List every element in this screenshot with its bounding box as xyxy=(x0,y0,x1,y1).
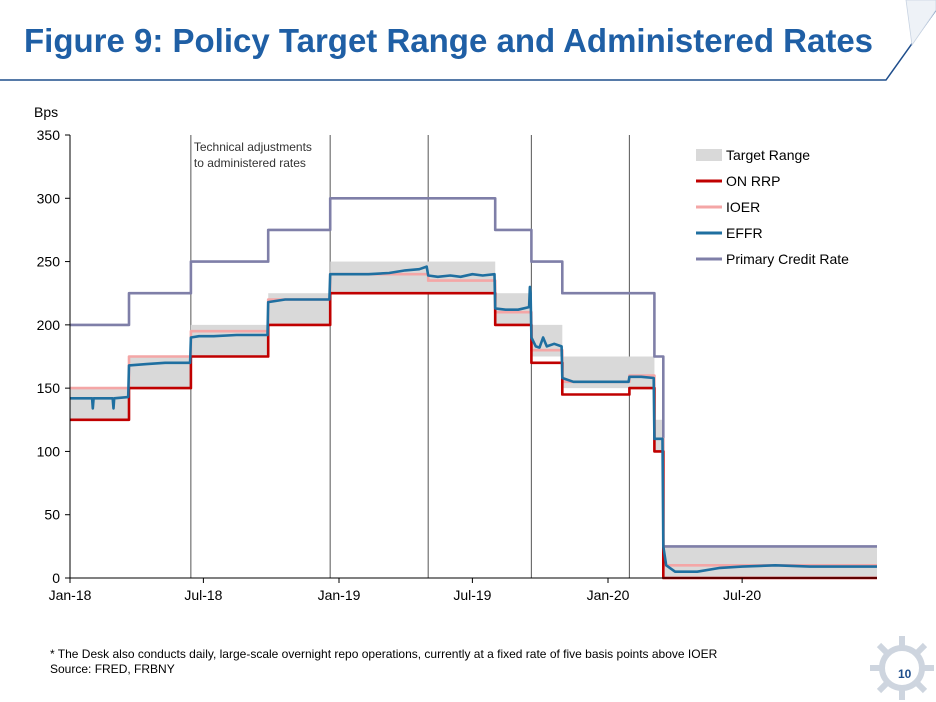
primary-credit-rate-line xyxy=(70,197,877,548)
footnote-text: * The Desk also conducts daily, large-sc… xyxy=(50,647,718,661)
y-tick-label: 250 xyxy=(37,254,61,270)
legend-item-on-rrp: ON RRP xyxy=(696,173,780,189)
target-range-segment xyxy=(531,324,563,357)
y-tick-label: 100 xyxy=(37,443,61,459)
target-range-segment xyxy=(562,356,655,389)
x-tick-label: Jan-19 xyxy=(318,587,361,603)
target-range-segment xyxy=(70,388,129,420)
target-range-segment xyxy=(663,546,877,578)
slide-title: Figure 9: Policy Target Range and Admini… xyxy=(24,22,874,59)
policy-rates-chart: Technical adjustments to administered rat… xyxy=(34,104,877,603)
footnote: * The Desk also conducts daily, large-sc… xyxy=(50,647,717,677)
x-tick-label: Jan-18 xyxy=(49,587,92,603)
legend-item-effr: EFFR xyxy=(696,225,763,241)
target-range-band xyxy=(70,261,877,578)
x-tick-label: Jan-20 xyxy=(587,587,630,603)
y-tick-label: 350 xyxy=(37,127,61,143)
x-tick-label: Jul-19 xyxy=(453,587,491,603)
y-tick-label: 50 xyxy=(44,507,60,523)
legend-item-primary-credit-rate: Primary Credit Rate xyxy=(696,251,849,267)
title-banner xyxy=(0,0,936,81)
target-range-segment xyxy=(268,293,331,325)
y-tick-label: 0 xyxy=(52,570,60,586)
page-number: 10 xyxy=(898,667,912,681)
x-tick-label: Jul-20 xyxy=(723,587,761,603)
y-tick-label: 200 xyxy=(37,317,61,333)
target-range-segment xyxy=(128,356,191,389)
legend-label: ON RRP xyxy=(726,173,780,189)
target-range-segment xyxy=(190,324,269,357)
legend-label: IOER xyxy=(726,199,760,215)
legend-label: Target Range xyxy=(726,147,810,163)
y-tick-label: 300 xyxy=(37,190,61,206)
legend-label: EFFR xyxy=(726,225,763,241)
legend-item-ioer: IOER xyxy=(696,199,760,215)
frbny-logo-icon xyxy=(870,636,934,700)
source-text: Source: FRED, FRBNY xyxy=(50,662,175,676)
legend-label: Primary Credit Rate xyxy=(726,251,849,267)
y-axis-label: Bps xyxy=(34,104,58,120)
y-tick-label: 150 xyxy=(37,380,61,396)
annotation-text: to administered rates xyxy=(194,156,306,170)
chart-legend: Target Range ON RRP IOER EFFR Primary Credit… xyxy=(696,147,849,267)
target-range-segment xyxy=(654,419,664,452)
x-tick-label: Jul-18 xyxy=(184,587,222,603)
legend-swatch xyxy=(696,149,722,161)
rate-series xyxy=(70,197,877,580)
legend-item-target-range: Target Range xyxy=(696,147,810,163)
chart-axes: 0 50 100 150 200 250 300 350 Bps Jan-18 Jul-18 Jan-… xyxy=(34,104,877,603)
annotation-text: Technical adjustments xyxy=(194,140,312,154)
effr-line xyxy=(70,265,877,573)
target-range-segment xyxy=(330,261,496,294)
